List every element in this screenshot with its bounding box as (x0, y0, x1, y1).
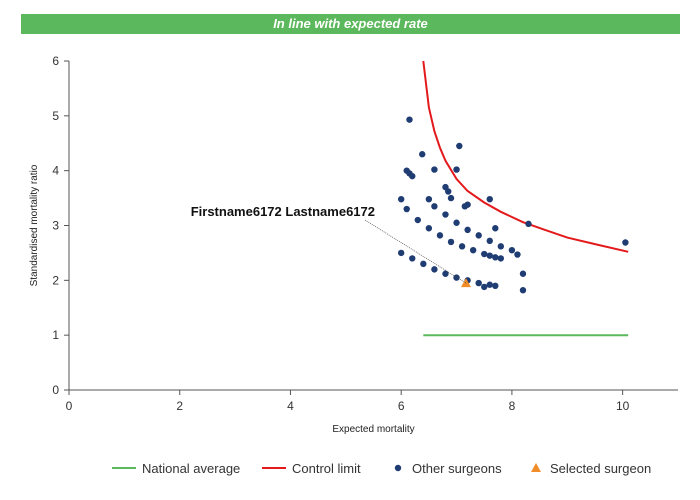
y-tick-label: 6 (52, 54, 59, 68)
y-tick-label: 1 (52, 328, 59, 342)
legend-label-control-limit: Control limit (292, 461, 361, 476)
other-surgeons-point (445, 188, 452, 195)
other-surgeons-point (406, 116, 413, 123)
other-surgeons-point (447, 194, 455, 202)
other-surgeons-point (461, 203, 469, 210)
other-surgeons-point (469, 246, 477, 254)
other-surgeons-point (486, 195, 493, 203)
y-tick-label: 5 (52, 109, 59, 123)
other-surgeons-point (525, 220, 532, 228)
other-surgeons-point (409, 255, 416, 262)
legend-swatch-selected-surgeon (531, 463, 541, 472)
other-surgeons-point (436, 232, 444, 239)
other-surgeons-point (497, 255, 505, 262)
other-surgeons-point (486, 237, 493, 245)
other-surgeons-point (622, 239, 629, 246)
other-surgeons-point (508, 246, 516, 254)
legend-label-other-surgeons: Other surgeons (412, 461, 502, 476)
annotation-layer: Firstname6172 Lastname6172 (191, 204, 467, 284)
x-tick-label: 6 (398, 399, 405, 413)
other-surgeons-point (492, 225, 499, 232)
control-limit-line (422, 60, 629, 253)
other-surgeons-point (492, 254, 499, 261)
other-surgeons-point (403, 205, 410, 213)
y-axis-label: Standardised mortality ratio (29, 164, 40, 286)
other-surgeons-point (475, 232, 482, 239)
other-surgeons-point (425, 195, 433, 203)
other-surgeons-point (431, 166, 438, 173)
other-surgeons-point (497, 243, 505, 250)
other-surgeons-point (442, 211, 449, 218)
legend-label-selected-surgeon: Selected surgeon (550, 461, 651, 476)
status-banner: In line with expected rate (21, 14, 680, 34)
series-layer (397, 60, 629, 337)
x-axis-label: Expected mortality (332, 424, 414, 435)
x-tick-label: 4 (287, 399, 294, 413)
other-surgeons-point (414, 216, 421, 224)
other-surgeons-point (514, 251, 521, 258)
other-surgeons-point (464, 226, 471, 234)
x-tick-label: 10 (616, 399, 630, 413)
other-surgeons-point (442, 270, 449, 277)
other-surgeons-point (486, 281, 493, 288)
other-surgeons-point (431, 266, 438, 273)
selected-surgeon-point (460, 278, 471, 288)
other-surgeons-point (419, 151, 426, 158)
other-surgeons-point (453, 219, 460, 226)
other-surgeons-point (456, 142, 463, 150)
y-tick-label: 0 (52, 383, 59, 397)
other-surgeons-point (420, 260, 427, 268)
legend: National average Control limit Other surge… (112, 461, 651, 476)
legend-swatch-other-surgeons (394, 464, 402, 472)
legend-label-national-average: National average (142, 461, 240, 476)
axes: 0 1 2 3 4 5 6 0 2 4 6 8 10 (52, 54, 678, 413)
other-surgeons-point (453, 166, 460, 173)
other-surgeons-point (475, 279, 482, 287)
other-surgeons-point (458, 243, 466, 250)
other-surgeons-point (409, 172, 416, 180)
other-surgeons-point (492, 282, 499, 290)
y-tick-label: 3 (52, 219, 59, 233)
other-surgeons-point (447, 238, 455, 246)
x-tick-label: 8 (509, 399, 516, 413)
x-tick-label: 2 (176, 399, 183, 413)
other-surgeons-point (481, 250, 488, 258)
x-tick-label: 0 (66, 399, 73, 413)
other-surgeons-point (425, 225, 433, 232)
other-surgeons-point (519, 287, 527, 294)
annotation-leader-line (364, 219, 467, 284)
other-surgeons-point (519, 270, 527, 277)
y-tick-label: 2 (52, 273, 59, 287)
other-surgeons-point (486, 252, 493, 259)
other-surgeons-point (481, 283, 488, 291)
other-surgeons-point (397, 249, 405, 257)
annotation-label: Firstname6172 Lastname6172 (191, 204, 375, 219)
y-tick-label: 4 (52, 164, 59, 178)
other-surgeons-point (397, 195, 405, 203)
other-surgeons-point (431, 203, 438, 210)
